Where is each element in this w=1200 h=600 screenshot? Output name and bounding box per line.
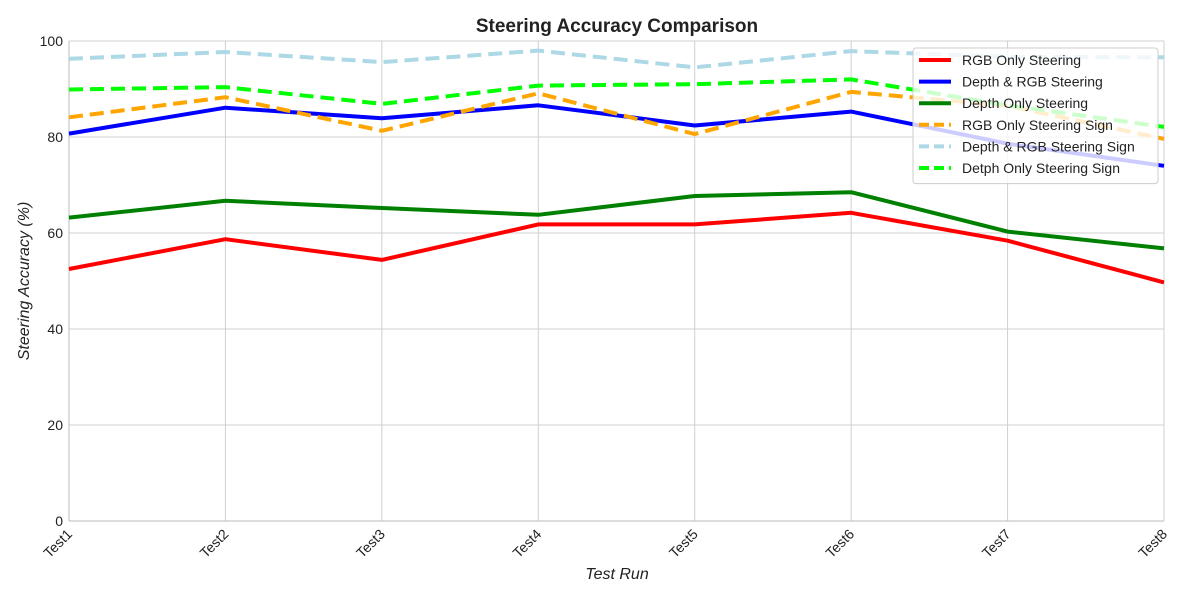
y-tick-label: 40	[47, 321, 63, 337]
y-tick-label: 0	[55, 513, 63, 529]
y-tick-label: 60	[47, 225, 63, 241]
chart-title: Steering Accuracy Comparison	[476, 16, 758, 37]
legend-label: RGB Only Steering Sign	[962, 117, 1113, 133]
x-tick-label: Test4	[509, 526, 544, 561]
x-tick-label: Test3	[353, 526, 388, 561]
series-line-1	[68, 210, 1165, 285]
legend-box	[912, 47, 1159, 185]
x-tick-label: Test1	[40, 526, 75, 561]
legend-label: Depth Only Steering	[962, 95, 1088, 111]
y-tick-label: 20	[47, 417, 63, 433]
legend-label: Detph Only Steering Sign	[962, 160, 1120, 176]
x-tick-label: Test2	[197, 526, 232, 561]
x-tick-label: Test8	[1135, 526, 1170, 561]
y-tick-label: 80	[47, 129, 63, 145]
x-axis-label: Test Run	[585, 566, 649, 583]
x-tick-label: Test6	[822, 526, 857, 561]
series-line-3	[68, 190, 1165, 251]
x-tick-label: Test7	[979, 526, 1014, 561]
legend: RGB Only Steering Depth & RGB Steering Dep…	[912, 47, 1159, 185]
y-tick-label: 100	[40, 33, 64, 49]
legend-label: RGB Only Steering	[962, 52, 1081, 68]
x-tick-label: Test5	[666, 526, 701, 561]
legend-label: Depth & RGB Steering	[962, 74, 1103, 90]
y-axis-label: Steering Accuracy (%)	[16, 202, 33, 361]
legend-label: Depth & RGB Steering Sign	[962, 138, 1135, 154]
